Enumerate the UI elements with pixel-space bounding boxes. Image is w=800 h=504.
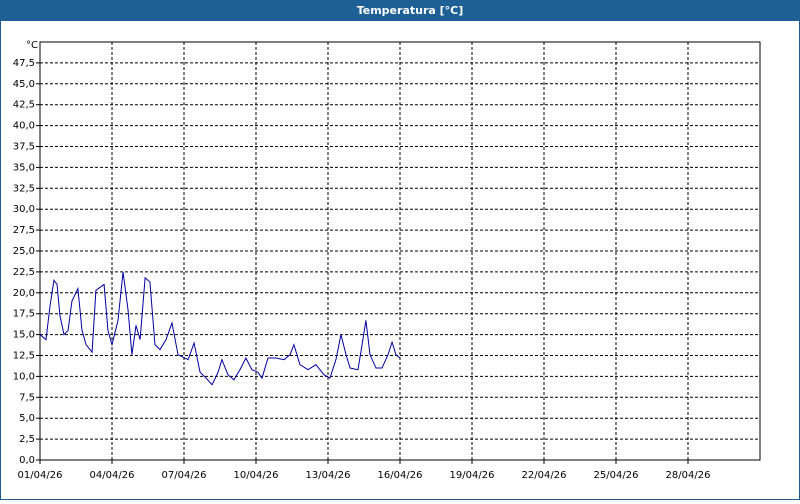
x-tick-label: 16/04/26 [378,470,423,481]
x-tick-label: 19/04/26 [450,470,495,481]
x-tick-label: 07/04/26 [162,470,207,481]
y-unit: °C [26,40,38,51]
x-tick-label: 13/04/26 [306,470,351,481]
y-tick-label: 5,0 [19,413,35,424]
x-tick-label: 04/04/26 [90,470,135,481]
plot-border [39,41,761,461]
y-tick-label: 40,0 [13,121,35,132]
y-tick-label: 7,5 [19,392,35,403]
y-tick-label: 32,5 [13,183,35,194]
x-tick-label: 28/04/26 [666,470,711,481]
y-tick-label: 10,0 [13,371,35,382]
x-tick-label: 25/04/26 [594,470,639,481]
y-tick-label: 20,0 [13,288,35,299]
y-tick-label: 12,5 [13,351,35,362]
x-tick-label: 10/04/26 [234,470,279,481]
y-tick-label: 17,5 [13,309,35,320]
y-tick-label: 25,0 [13,246,35,257]
y-tick-label: 2,5 [19,434,35,445]
y-tick-label: 45,0 [13,79,35,90]
y-tick-label: 47,5 [13,58,35,69]
y-tick-label: 35,0 [13,162,35,173]
y-tick-label: 0,0 [19,455,35,466]
x-tick-label: 01/04/26 [18,470,63,481]
y-tick-label: 42,5 [13,100,35,111]
y-tick-label: 27,5 [13,225,35,236]
x-tick-label: 22/04/26 [522,470,567,481]
data-line [39,271,401,386]
chart-title: Temperatura [°C] [357,4,464,17]
title-bar [0,0,800,21]
y-tick-label: 15,0 [13,330,35,341]
y-tick-label: 22,5 [13,267,35,278]
y-tick-label: 30,0 [13,204,35,215]
y-tick-label: 37,5 [13,142,35,153]
plot: 0,0 2,5 5,0 7,5 10,0 12,5 15,0 17,5 20,0 22,5 25,0… [13,41,761,481]
